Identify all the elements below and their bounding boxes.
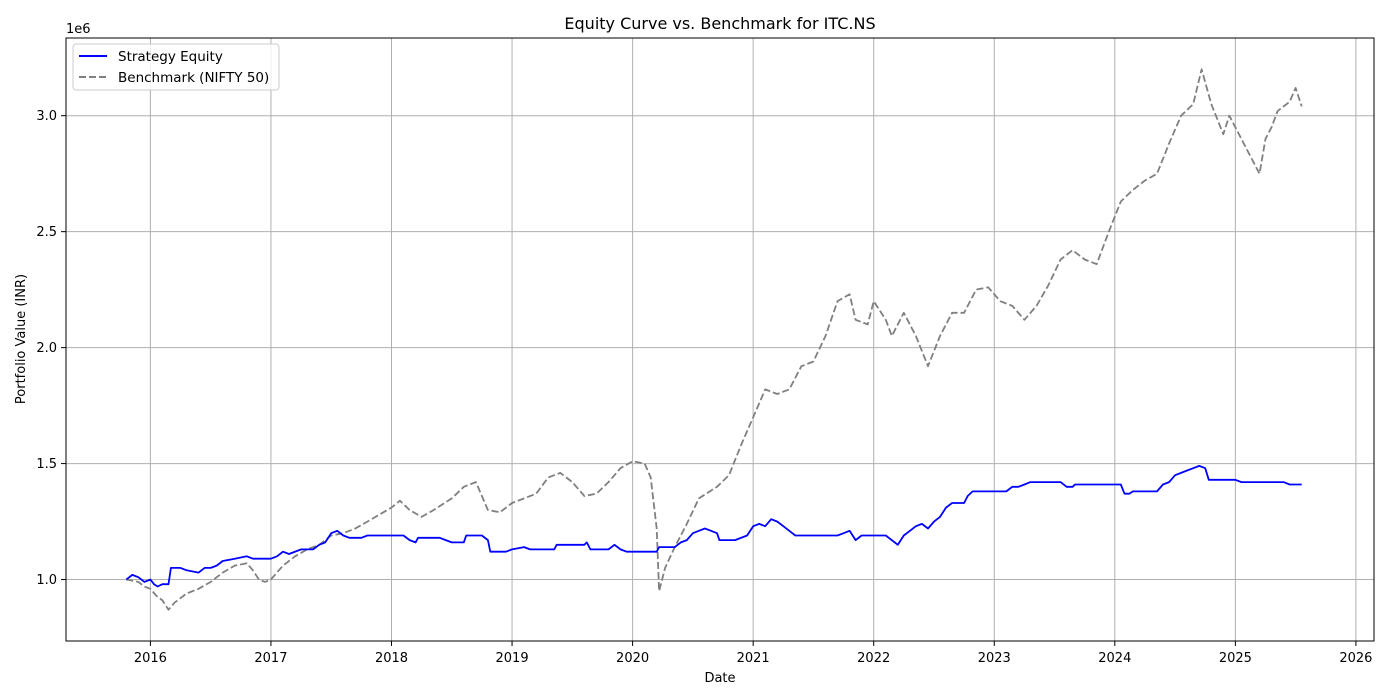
x-tick-label: 2019 <box>496 651 529 666</box>
x-tick-label: 2018 <box>375 651 408 666</box>
x-tick-label: 2024 <box>1098 651 1131 666</box>
chart-title: Equity Curve vs. Benchmark for ITC.NS <box>564 14 875 33</box>
y-tick-label: 1.5 <box>36 457 57 472</box>
y-scale-multiplier: 1e6 <box>66 22 91 37</box>
legend: Strategy Equity Benchmark (NIFTY 50) <box>72 43 280 91</box>
x-tick-label: 2023 <box>978 651 1011 666</box>
plot-frame <box>65 37 1375 642</box>
y-tick-label: 2.0 <box>36 341 57 356</box>
y-ticks: 1.0 1.5 2.0 2.5 3.0 <box>36 109 66 588</box>
series-line-strategy-equity <box>125 465 1302 588</box>
series-line-benchmark <box>126 68 1303 611</box>
y-tick-label: 3.0 <box>36 109 57 124</box>
legend-label-strategy: Strategy Equity <box>118 49 223 65</box>
legend-label-benchmark: Benchmark (NIFTY 50) <box>118 70 269 86</box>
x-tick-label: 2017 <box>254 651 287 666</box>
grid <box>66 38 1374 641</box>
legend-box <box>72 43 280 91</box>
x-tick-label: 2022 <box>857 651 890 666</box>
x-tick-label: 2016 <box>134 651 167 666</box>
x-axis-label: Date <box>704 671 735 686</box>
x-ticks: 2016 2017 2018 2019 2020 2021 2022 2023 2024 2025… <box>134 641 1372 666</box>
y-tick-label: 1.0 <box>36 573 57 588</box>
series-layer <box>125 68 1303 611</box>
x-tick-label: 2026 <box>1339 651 1372 666</box>
y-tick-label: 2.5 <box>36 225 57 240</box>
x-tick-label: 2021 <box>737 651 770 666</box>
x-tick-label: 2025 <box>1219 651 1252 666</box>
x-tick-label: 2020 <box>616 651 649 666</box>
y-axis-label: Portfolio Value (INR) <box>14 274 29 404</box>
